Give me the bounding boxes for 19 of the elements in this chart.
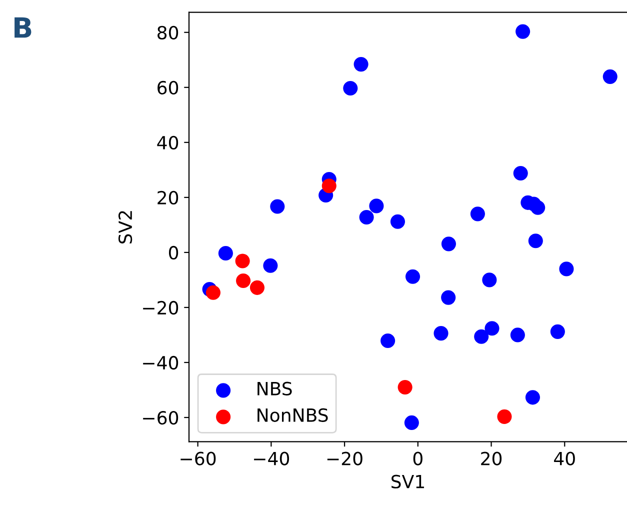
y-tick-label: 0 [168,246,178,260]
y-tick-label: 60 [158,80,178,95]
legend-label: NonNBS [258,408,328,422]
y-tick-label: 80 [158,26,178,40]
y-tick-label: 20 [158,190,178,205]
y-tick-label: 40 [157,136,178,150]
y-tick-label: −60 [143,410,178,425]
x-tick-label: −40 [254,452,290,466]
y-axis-title: SV2 [118,211,132,244]
x-tick-label: 0 [413,452,422,466]
x-tick-label: 20 [481,452,502,466]
y-tick-label: −40 [143,356,178,370]
text: B [14,17,32,38]
x-tick-label: −60 [180,452,216,466]
y-tick-label: −20 [143,300,178,315]
x-axis-title: SV1 [392,474,424,488]
legend-label: NBS [258,382,292,396]
x-tick-label: −20 [327,452,362,466]
x-tick-label: 40 [554,452,575,466]
